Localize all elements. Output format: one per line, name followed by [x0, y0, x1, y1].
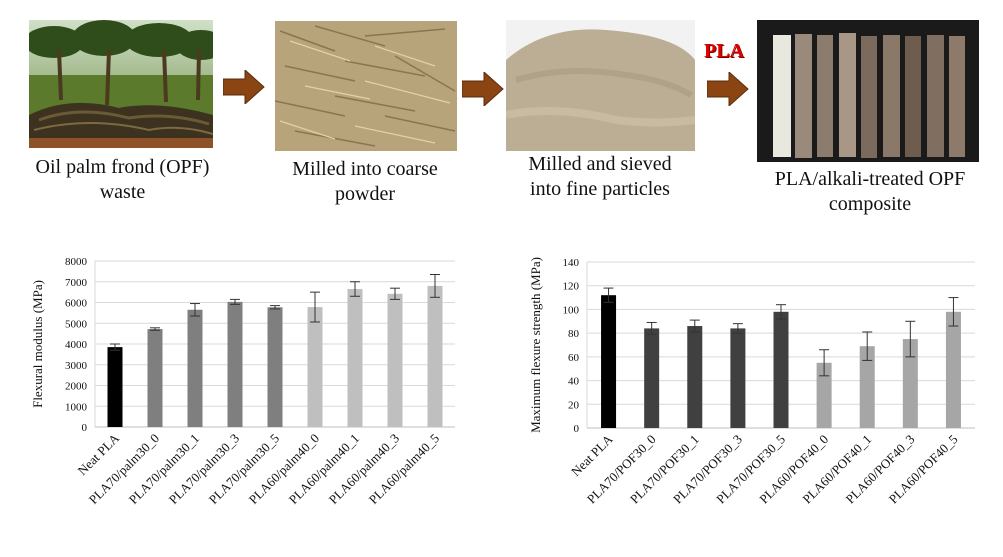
x-tick-label: PLA60/palm40_5 — [366, 431, 442, 507]
y-tick-label: 140 — [563, 257, 580, 269]
y-tick-label: 20 — [568, 399, 580, 411]
x-tick-label: PLA60/palm40_0 — [246, 431, 322, 507]
bar — [816, 362, 832, 428]
x-tick-label: PLA70/palm30_1 — [126, 431, 202, 507]
y-tick-label: 40 — [568, 376, 580, 388]
y-tick-label: 120 — [563, 281, 580, 293]
y-tick-label: 0 — [574, 423, 580, 435]
bar — [773, 311, 789, 428]
bar — [859, 346, 875, 428]
bar — [387, 293, 403, 427]
arrow-right-icon — [222, 68, 265, 109]
y-tick-label: 6000 — [65, 298, 88, 310]
arrow-right-icon — [461, 70, 504, 111]
bar — [147, 329, 163, 427]
y-tick-label: 2000 — [65, 381, 88, 393]
x-tick-label: PLA70/palm30_0 — [86, 431, 162, 507]
y-tick-label: 60 — [568, 352, 580, 364]
bar — [601, 295, 617, 428]
arrow-right-icon — [706, 70, 749, 111]
coarse-fiber-photo — [275, 21, 457, 151]
y-axis-label: Maximum flexure strength (MPa) — [528, 257, 543, 433]
pla-label: PLA — [704, 40, 744, 62]
bar — [267, 307, 283, 427]
bar — [187, 309, 203, 427]
x-tick-label: PLA60/palm40_1 — [286, 431, 362, 507]
bar — [730, 328, 746, 428]
y-tick-label: 5000 — [65, 318, 88, 330]
y-tick-label: 80 — [568, 328, 580, 340]
y-tick-label: 4000 — [65, 339, 88, 351]
bar — [427, 285, 443, 427]
flexural-modulus-chart: 0 1000 2000 3000 4000 5000 6000 7000 8000 Flexura… — [30, 256, 455, 507]
bar — [107, 347, 123, 427]
y-tick-label: 100 — [563, 304, 580, 316]
composite-specimens-photo — [757, 20, 979, 162]
fine-powder-photo — [506, 20, 695, 151]
bar — [687, 326, 703, 428]
bar — [307, 307, 323, 427]
bar — [227, 301, 243, 427]
bar — [945, 311, 961, 428]
bar — [902, 339, 918, 428]
y-axis-label: Flexural modulus (MPa) — [30, 280, 45, 408]
y-tick-label: 0 — [82, 422, 88, 434]
y-tick-label: 3000 — [65, 360, 88, 372]
x-tick-label: PLA70/palm30_3 — [166, 431, 242, 507]
step-caption: Milled and sieved into fine particles — [528, 153, 672, 200]
step-caption: Oil palm frond (OPF) waste — [35, 156, 210, 203]
flexure-strength-chart: 0 20 40 60 80 100 120 140 Maximum flexure streng… — [528, 257, 975, 506]
x-tick-label: PLA60/palm40_3 — [326, 431, 402, 507]
bar — [644, 328, 660, 428]
y-tick-label: 1000 — [65, 401, 88, 413]
x-tick-label: PLA70/palm30_5 — [206, 431, 282, 507]
oil-palm-plantation-photo — [29, 20, 213, 148]
step-caption: Milled into coarse powder — [292, 158, 438, 205]
step-caption: PLA/alkali-treated OPF composite — [774, 168, 966, 215]
y-tick-label: 7000 — [65, 277, 88, 289]
bar — [347, 289, 363, 427]
y-tick-label: 8000 — [65, 256, 88, 268]
